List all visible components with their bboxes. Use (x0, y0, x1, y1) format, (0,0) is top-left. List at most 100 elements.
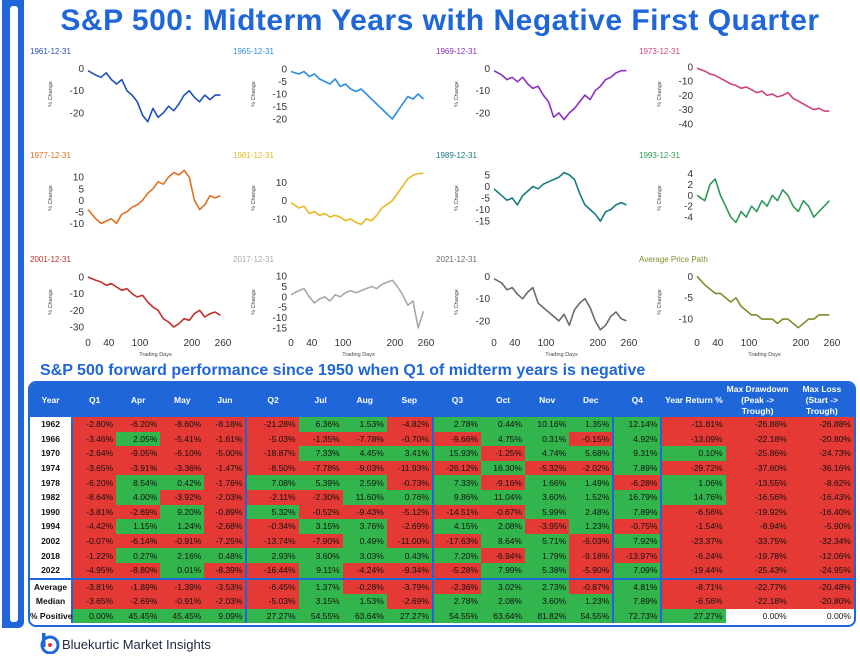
table-cell: 2.78% (431, 417, 481, 432)
table-cell: 1.52% (569, 489, 614, 505)
y-tick-label: -4 (684, 213, 693, 224)
row-label: 1978 (30, 475, 73, 490)
table-cell: -2.68% (204, 519, 247, 534)
table-header-cell: Nov (525, 383, 570, 417)
table-cell: -0.91% (160, 594, 205, 609)
table-cell: 1.79% (525, 548, 570, 563)
table-cell: 45.45% (160, 608, 205, 624)
y-tick-label: 5 (484, 170, 490, 181)
table-cell: -11.00% (386, 533, 433, 549)
table-cell: -2.69% (116, 504, 161, 520)
table-cell: 72.73% (612, 608, 662, 624)
x-axis-label: Trading Days (748, 352, 781, 358)
x-tick-label: 100 (741, 338, 758, 349)
row-label: % Positive (30, 608, 73, 624)
table-header-cell: Jul (298, 383, 343, 417)
y-axis-label: % Change (454, 185, 460, 211)
y-axis-label: % Change (454, 81, 460, 107)
table-cell: 1.06% (660, 475, 726, 490)
table-cell: 9.09% (204, 608, 247, 624)
y-tick-label: -15 (476, 217, 491, 228)
performance-table-container: Year Q1 Apr May Jun Q2 Jul Aug Sep Q3 Oct Nov Dec Q4 Y… (28, 381, 856, 627)
table-header-cell: Year (30, 383, 73, 417)
y-tick-label: 0 (687, 191, 693, 202)
table-cell: 7.92% (612, 533, 662, 549)
table-cell: -2.30% (298, 489, 343, 505)
chart-panel: Average Price Path % Change 0 -5 -10 0 40 100 20… (639, 255, 841, 358)
table-cell: -6.28% (612, 475, 662, 490)
table-cell: -2.64% (71, 446, 117, 461)
chart-title: 1973-12-31 (639, 47, 680, 56)
y-axis-label: % Change (657, 81, 663, 107)
table-cell: -7.25% (204, 533, 247, 549)
table-cell: 0.42% (160, 475, 205, 490)
table-cell: 2.78% (431, 594, 481, 609)
table-cell: -8.94% (725, 519, 790, 534)
table-cell: -36.16% (789, 460, 854, 476)
stats-row: % Positive 0.00% 45.45% 45.45% 9.09% 27.27% 54… (30, 608, 854, 624)
table-header-cell: Q3 (431, 383, 481, 417)
table-cell: -6.94% (481, 548, 526, 563)
chart-title: 1993-12-31 (639, 151, 680, 160)
chart-panel: 1965-12-31 % Change 0-5 -10-15 -20 (233, 47, 424, 126)
table-cell: -6.56% (660, 594, 726, 609)
table-cell: 1.37% (298, 577, 343, 595)
table-cell: -33.75% (725, 533, 790, 549)
y-tick-label: -10 (70, 219, 85, 230)
table-cell: 9.11% (298, 562, 343, 579)
table-cell: -5.12% (386, 504, 433, 520)
table-cell: -16.40% (789, 504, 854, 520)
table-cell: 27.27% (660, 608, 726, 624)
table-cell: -12.06% (789, 548, 854, 563)
y-tick-label: -5 (278, 303, 287, 314)
row-label: 1990 (30, 504, 73, 520)
table-cell: -3.91% (116, 460, 161, 476)
y-tick-label: -10 (679, 77, 694, 88)
table-cell: -13.97% (612, 548, 662, 563)
y-tick-label: 0 (687, 62, 693, 73)
table-cell: 54.55% (431, 608, 481, 624)
chart-panel: 1989-12-31 % Change 50-5-10-15 (436, 151, 627, 228)
series-line (696, 275, 830, 329)
table-cell: -9.16% (481, 475, 526, 490)
table-header-cell: Max Drawdown (Peak -> Trough) (725, 383, 790, 417)
table-cell: -16.43% (789, 489, 854, 505)
y-axis-label: % Change (48, 289, 54, 315)
y-tick-label: -10 (70, 289, 85, 300)
y-tick-label: 0 (281, 292, 287, 303)
table-cell: -24.73% (789, 446, 854, 461)
y-axis-label: % Change (251, 289, 257, 315)
table-cell: 4.75% (481, 431, 526, 447)
table-cell: -22.18% (725, 431, 790, 447)
x-tick-label: 40 (712, 338, 724, 349)
table-cell: -5.00% (204, 446, 247, 461)
table-cell: 7.33% (431, 475, 481, 490)
table-cell: 4.92% (612, 431, 662, 447)
table-cell: 0.00% (789, 608, 854, 624)
table-cell: -20.48% (789, 577, 854, 595)
table-cell: 0.48% (204, 548, 247, 563)
table-header-cell: May (160, 383, 205, 417)
table-cell: -0.67% (481, 504, 526, 520)
series-line (696, 178, 830, 224)
y-tick-label: -10 (273, 214, 288, 225)
series-line (87, 70, 221, 123)
x-tick-label: 0 (288, 338, 294, 349)
table-cell: -0.73% (386, 475, 433, 490)
table-cell: -14.51% (431, 504, 481, 520)
table-cell: -23.37% (660, 533, 726, 549)
x-tick-label: 200 (590, 338, 607, 349)
x-axis-label: Trading Days (545, 352, 578, 358)
table-cell: 4.45% (342, 446, 387, 461)
y-tick-label: 10 (276, 272, 288, 283)
chart-panel: 1961-12-31 % Change 0 -10 -20 (30, 47, 221, 123)
y-tick-label: -10 (476, 205, 491, 216)
chart-title: 2001-12-31 (30, 255, 71, 264)
table-cell: -7.90% (298, 533, 343, 549)
table-cell: 3.60% (525, 489, 570, 505)
table-cell: 3.76% (342, 519, 387, 534)
table-cell: 9.20% (160, 504, 205, 520)
row-label: 2002 (30, 533, 73, 549)
table-cell: 0.00% (725, 608, 790, 624)
